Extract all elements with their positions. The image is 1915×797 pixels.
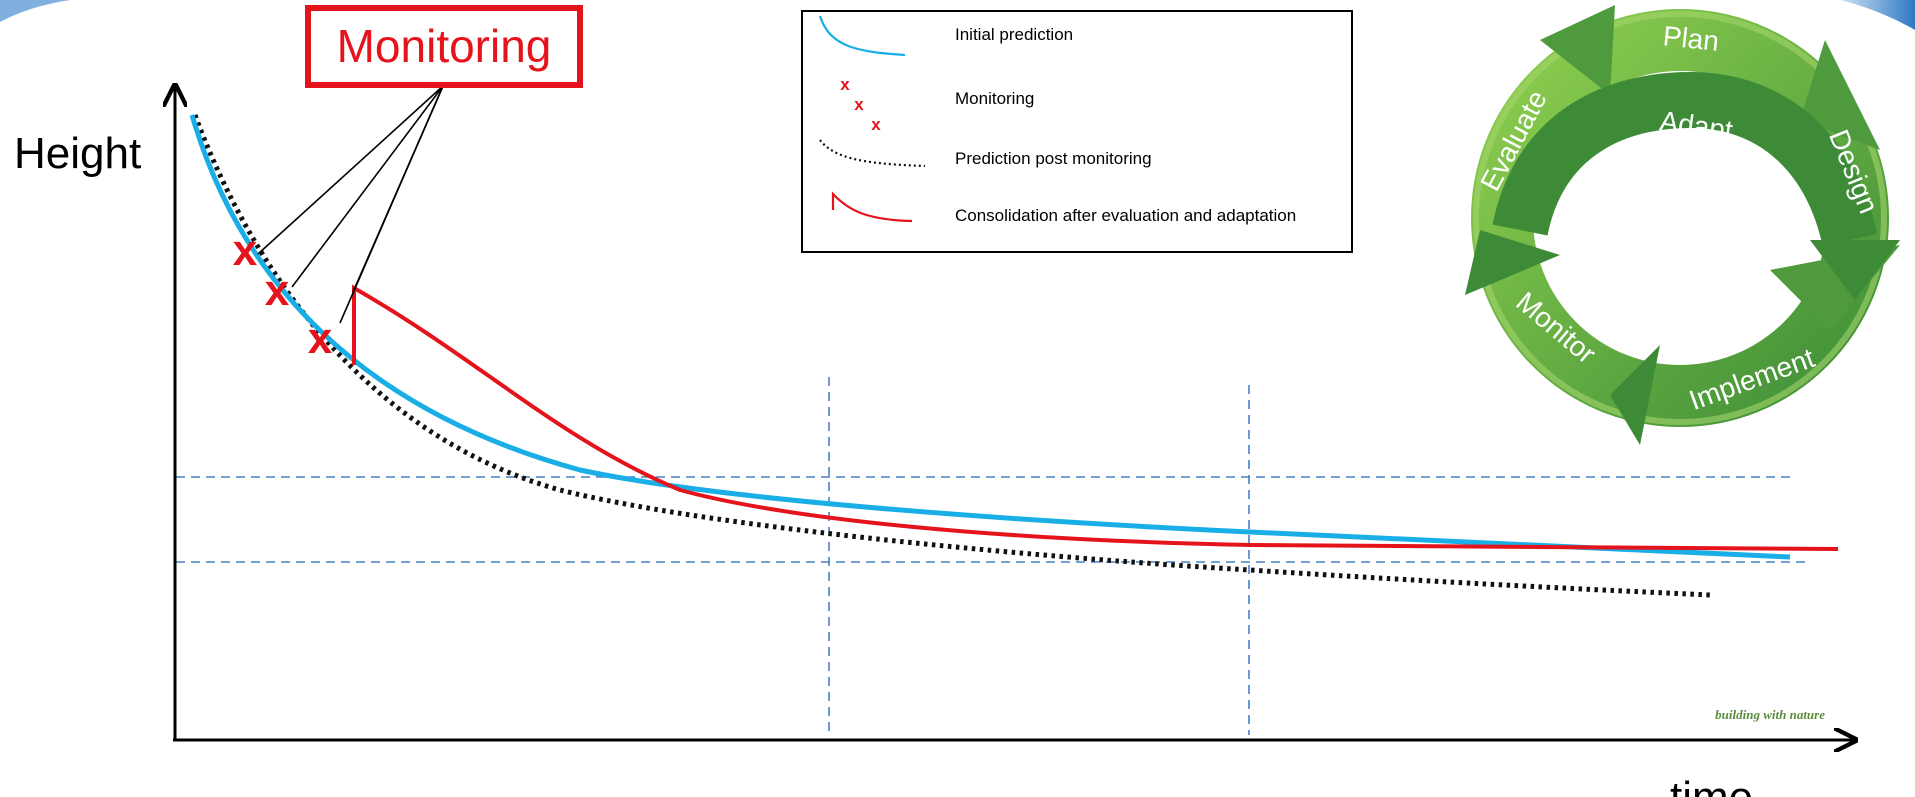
consolidation-curve [352, 284, 1839, 551]
monitoring-marker: x [308, 314, 333, 363]
monitoring-callout-box [305, 5, 583, 88]
monitoring-marker: x [265, 266, 290, 315]
pointer-line-1 [257, 85, 444, 255]
legend-box [801, 10, 1353, 253]
prediction-post-monitoring-curve [192, 114, 1711, 598]
legend-swatch-consolidation [831, 191, 913, 223]
legend-marker: x [854, 95, 864, 114]
pointer-line-2 [291, 85, 444, 288]
pointer-line-4 [352, 85, 444, 293]
guide-lines [176, 377, 1810, 735]
watermark-text: building with nature [1715, 707, 1825, 722]
cycle-arrowhead [1540, 5, 1615, 95]
x-axis-label: time [1670, 773, 1753, 797]
y-axis-label: Height [14, 129, 141, 178]
cycle-inner-arrowhead [1810, 240, 1900, 300]
adaptive-cycle-graphic: Plan Design Implement Monitor Evaluate A… [1465, 5, 1900, 445]
legend: x x x Initial prediction Monitoring Pred… [801, 10, 1353, 253]
legend-marker: x [840, 75, 850, 94]
callout-pointer-lines [257, 85, 444, 324]
cycle-outer-ring-highlight [1473, 11, 1887, 425]
cycle-arrowhead [1465, 230, 1560, 295]
legend-label-initial: Initial prediction [955, 25, 1073, 44]
legend-marker: x [871, 115, 881, 134]
monitoring-marker: x [233, 226, 258, 275]
corner-swoosh-left [0, 0, 70, 22]
cycle-arrowhead [1800, 40, 1880, 150]
legend-label-post: Prediction post monitoring [955, 149, 1152, 168]
legend-label-consolidation: Consolidation after evaluation and adapt… [955, 206, 1296, 225]
cycle-arrowhead [1610, 345, 1660, 445]
legend-swatch-initial [818, 15, 906, 57]
legend-label-monitoring: Monitoring [955, 89, 1034, 108]
cycle-inner-adapt-arc [1492, 71, 1878, 247]
monitoring-callout-label: Monitoring [337, 20, 552, 72]
corner-swoosh-right [1840, 0, 1915, 30]
cycle-step-plan: Plan [1662, 20, 1721, 57]
legend-swatch-monitoring: x x x [840, 75, 881, 134]
monitoring-markers: x x x [233, 226, 333, 363]
